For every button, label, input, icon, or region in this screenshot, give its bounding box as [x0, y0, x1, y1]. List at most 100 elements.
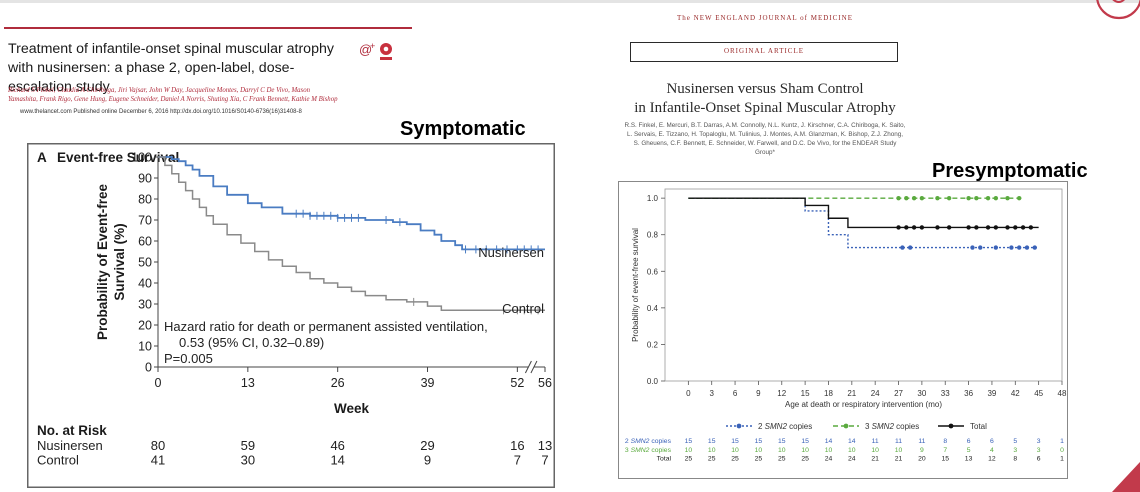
risk-cell: 15 [685, 438, 693, 445]
risk-cell: 6 [967, 438, 971, 445]
risk-row-label: Total [657, 456, 672, 463]
series-line-2-smn2-copies [688, 197, 1039, 249]
chart-b-x-tick-label: 6 [733, 389, 738, 398]
risk-cell: 6 [990, 438, 994, 445]
legend-label: 2 SMN2 copies [758, 422, 812, 431]
censor-dot [985, 225, 991, 230]
risk-cell: 4 [990, 447, 994, 454]
chart-b-x-tick-label: 12 [777, 389, 786, 398]
nejm-title-line1: Nusinersen versus Sham Control [666, 81, 864, 97]
hazard-ratio-text: Hazard ratio for death or permanent assi… [164, 319, 488, 334]
censor-dot [978, 245, 983, 250]
risk-cell: 16 [510, 438, 524, 453]
risk-cell: 59 [241, 438, 255, 453]
lancet-paper-header: Treatment of infantile-onset spinal musc… [0, 8, 417, 126]
chart-a-frame [27, 143, 555, 488]
risk-cell: 24 [825, 456, 833, 463]
censor-dot [935, 225, 940, 230]
chart-a-axis-break [524, 360, 532, 374]
censor-dot [985, 195, 991, 201]
risk-cell: 30 [241, 453, 255, 468]
chart-a-x-tick-label: 13 [241, 376, 255, 390]
censor-dot [935, 195, 940, 201]
censor-dot [908, 245, 913, 250]
chart-b-y-tick-label: 0.2 [647, 340, 659, 349]
censor-dot [974, 195, 979, 201]
nejm-masthead: The NEW ENGLAND JOURNAL of MEDICINE [677, 14, 853, 22]
risk-cell: 29 [420, 438, 434, 453]
censor-dot [1016, 195, 1022, 201]
risk-cell: 15 [801, 438, 809, 445]
censor-dot [946, 195, 952, 201]
risk-row-label: 3 SMN2 copies [625, 447, 672, 454]
censor-dot [900, 245, 905, 250]
risk-cell: 10 [778, 447, 786, 454]
legend-control: Control [502, 301, 544, 316]
risk-cell: 25 [778, 456, 786, 463]
censor-dot [1005, 195, 1010, 201]
legend-nusinersen: Nusinersen [478, 245, 544, 260]
risk-cell: 10 [685, 447, 693, 454]
risk-row-label: Nusinersen [37, 438, 103, 453]
risk-cell: 12 [988, 456, 996, 463]
risk-cell: 8 [1013, 456, 1017, 463]
chart-b-x-tick-label: 30 [917, 389, 926, 398]
chart-b-y-tick-label: 0.6 [647, 267, 659, 276]
censor-dot [904, 195, 909, 201]
risk-cell: 11 [872, 438, 879, 445]
risk-cell: 25 [685, 456, 693, 463]
chart-a-ylabel-line1: Probability of Event-free [95, 183, 110, 340]
chart-b-x-tick-label: 48 [1058, 389, 1067, 398]
censor-dot [1024, 245, 1030, 250]
svg-text:@: @ [359, 42, 372, 57]
chart-b-plot-area [664, 188, 1063, 382]
legend-label: 3 SMN2 copies [865, 422, 919, 431]
risk-cell: 21 [871, 456, 879, 463]
risk-cell: 20 [918, 456, 926, 463]
chart-a-title: Event-free Survival [57, 150, 179, 165]
risk-cell: 6 [1037, 456, 1041, 463]
chart-a-y-tick-label: 40 [138, 277, 152, 291]
censor-dot [911, 195, 917, 201]
chart-b-y-tick-label: 0.8 [647, 231, 659, 240]
risk-cell: 7 [943, 447, 947, 454]
nejm-paper-header: The NEW ENGLAND JOURNAL of MEDICINE ORIG… [622, 4, 908, 164]
risk-row-label: Control [37, 453, 79, 468]
risk-cell: 10 [708, 447, 716, 454]
risk-cell: 3 [1013, 447, 1017, 454]
risk-cell: 25 [755, 456, 763, 463]
risk-cell: 15 [708, 438, 716, 445]
risk-cell: 14 [825, 438, 833, 445]
p-value-text: P=0.005 [164, 351, 213, 366]
risk-cell: 11 [895, 438, 902, 445]
risk-cell: 8 [943, 438, 947, 445]
risk-cell: 5 [1013, 438, 1017, 445]
censor-dot [970, 245, 975, 250]
presymptomatic-label: Presymptomatic [932, 160, 1088, 182]
risk-cell: 15 [941, 456, 949, 463]
risk-cell: 9 [920, 447, 924, 454]
risk-cell: 14 [848, 438, 856, 445]
risk-cell: 10 [848, 447, 856, 454]
censor-dot [993, 225, 999, 230]
risk-cell: 5 [967, 447, 971, 454]
risk-cell: 10 [801, 447, 809, 454]
chart-b-xlabel: Age at death or respiratory intervention… [785, 400, 942, 409]
chart-b-x-tick-label: 45 [1034, 389, 1043, 398]
censor-dot [896, 225, 901, 230]
chart-b-x-tick-label: 3 [709, 389, 714, 398]
risk-cell: 10 [825, 447, 833, 454]
risk-cell: 3 [1037, 447, 1041, 454]
chart-b-y-tick-label: 1.0 [647, 194, 659, 203]
risk-cell: 15 [755, 438, 763, 445]
chart-a-x-tick-label: 39 [421, 376, 435, 390]
chart-a-x-tick-label: 56 [538, 376, 552, 390]
chart-a-y-tick-label: 50 [138, 256, 152, 270]
risk-cell: 80 [151, 438, 165, 453]
ci-text: 0.53 (95% CI, 0.32–0.89) [179, 335, 324, 350]
hand-logo-icon [1096, 0, 1140, 20]
chart-a-x-tick-label: 0 [155, 376, 162, 390]
risk-table-title: No. at Risk [37, 423, 107, 438]
chart-b-frame [618, 181, 1068, 479]
risk-cell: 13 [538, 438, 552, 453]
